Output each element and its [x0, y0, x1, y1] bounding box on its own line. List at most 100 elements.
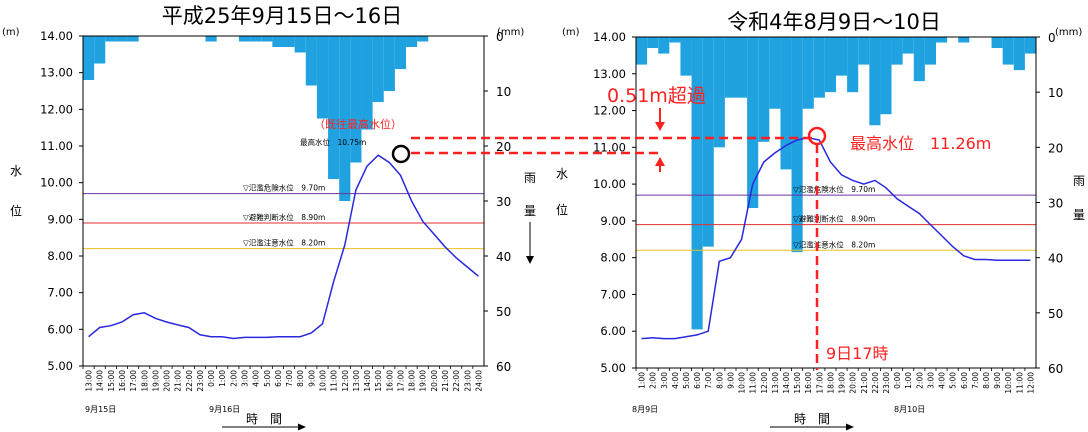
chart-right-time-arrowhead [846, 423, 854, 431]
chart-right-xtick-label: 9:00 [726, 372, 735, 389]
chart-right-rain-bar [691, 37, 703, 330]
chart-left-rain-label-2: 量 [524, 204, 536, 218]
chart-right-xtick-label: 16:00 [804, 372, 813, 394]
chart-right-x-axis-label: 時 間 [794, 412, 830, 426]
chart-left-peak-circle [391, 144, 411, 164]
chart-right-rain-bar [824, 37, 836, 93]
chart-right-rain-bar [913, 37, 925, 82]
chart-left-y2tick-label: 30 [496, 195, 511, 209]
comparison-annotations: 0.51m超過 最高水位 11.26m 9日17時 [411, 85, 991, 370]
chart-right-xtick-label: 14:00 [782, 372, 791, 394]
chart-left-xtick-label: 15:00 [107, 370, 116, 392]
chart-left-rain-bar [305, 36, 317, 86]
chart-right-rain-label-1: 雨 [1073, 174, 1085, 188]
chart-right-y2tick-label: 40 [1048, 252, 1063, 266]
chart-left-xtick-label: 4:00 [252, 370, 261, 387]
chart-left-ytick-label: 7.00 [47, 286, 73, 300]
chart-left-xtick-label: 10:00 [318, 370, 327, 392]
chart-right-rain-bar [958, 37, 970, 43]
chart-left-rain-bar [294, 36, 306, 53]
chart-left-xtick-label: 0:00 [207, 370, 216, 387]
chart-left-ref-label: ▽氾濫危険水位 9.70m [243, 183, 325, 193]
chart-left-water-label-1: 水 [10, 164, 22, 178]
chart-right-rain-bar [891, 37, 903, 65]
chart-right-xtick-label: 22:00 [871, 372, 880, 394]
chart-right-xtick-label: 3:00 [660, 372, 669, 389]
chart-left-xtick-label: 15:00 [374, 370, 383, 392]
chart-right-rain-bar [747, 37, 759, 209]
chart-left-xtick-label: 21:00 [174, 370, 183, 392]
chart-right-rain-bar [669, 37, 681, 43]
chart-left-ytick-label: 5.00 [47, 359, 73, 373]
chart-left-ytick-label: 10.00 [40, 176, 73, 190]
chart-right-rain-bar [680, 37, 692, 76]
chart-right-axes: 5.00 6.00 7.00 8.00 9.00 10.00 11.00 12.00 13.00… [593, 30, 1063, 394]
chart-right-xtick-label: 9:00 [993, 372, 1002, 389]
chart-right-xtick-label: 1:00 [904, 372, 913, 389]
chart-right-water-level-line [641, 137, 1031, 340]
chart-left-rain-bar [361, 36, 373, 130]
chart-left-xtick-label: 23:00 [463, 370, 472, 392]
chart-left-rain-bar [272, 36, 284, 47]
chart-right-rain-unit: (mm) [1055, 27, 1082, 38]
chart-right-ytick-label: 9.00 [600, 214, 626, 228]
chart-left-rain-bar [238, 36, 251, 42]
chart-left-plot-frame [82, 35, 485, 367]
chart-left-xtick-label: 18:00 [408, 370, 417, 392]
chart-right-water-label-1: 水 [556, 167, 568, 181]
chart-right-y2tick-label: 0 [1048, 31, 1056, 45]
chart-left-y2tick-label: 10 [496, 85, 511, 99]
chart-left-ref-label: ▽避難判断水位 8.90m [243, 212, 325, 222]
chart-right-y2tick-label: 10 [1048, 86, 1063, 100]
chart-right-peak-circle [807, 126, 827, 146]
chart-left-y2tick-label: 50 [496, 305, 511, 319]
chart-left-y2tick-label: 20 [496, 140, 511, 154]
chart-right-rain-bar [658, 37, 670, 54]
chart-right-ytick-label: 10.00 [593, 177, 626, 191]
chart-right-y2tick-label: 60 [1048, 362, 1063, 376]
chart-right-xtick-label: 11:00 [749, 372, 758, 394]
chart-right-xtick-label: 10:00 [738, 372, 747, 394]
chart-right-rain-bar [924, 37, 936, 65]
chart-right-ytick-label: 13.00 [593, 67, 626, 81]
exceed-annotation: 0.51m超過 [607, 85, 706, 107]
chart-left-xtick-label: 22:00 [185, 370, 194, 392]
chart-left-time-arrowhead [298, 423, 306, 431]
peak-time-annotation: 9日17時 [826, 344, 889, 363]
chart-left-xtick-label: 23:00 [196, 370, 205, 392]
chart-right-rain-bar [1013, 37, 1025, 71]
chart-right-rain-bar [869, 37, 881, 126]
chart-right-rain-bar [1024, 37, 1036, 54]
chart-right-rain-bar [791, 37, 803, 253]
chart-right-xtick-label: 15:00 [793, 372, 802, 394]
chart-left-water-level-line [88, 154, 479, 340]
chart-right-ytick-label: 11.00 [593, 140, 626, 154]
chart-left-rain-bar [283, 36, 295, 47]
chart-left-ytick-label: 6.00 [47, 322, 73, 336]
chart-right-xtick-label: 17:00 [815, 372, 824, 394]
chart-left-xtick-label: 18:00 [140, 370, 149, 392]
chart-left-ytick-label: 9.00 [47, 212, 73, 226]
chart-left-xtick-label: 20:00 [163, 370, 172, 392]
chart-left-y2tick-label: 0 [496, 30, 504, 44]
chart-right-rain-bar [936, 37, 948, 43]
chart-right-xtick-label: 23:00 [882, 372, 891, 394]
chart-right-ref-label: ▽避難判断水位 8.90m [793, 214, 875, 224]
chart-right-xtick-label: 19:00 [838, 372, 847, 394]
chart-left-x-axis-label: 時 間 [246, 412, 282, 426]
chart-left-ytick-label: 11.00 [40, 139, 73, 153]
chart-right-xtick-label: 18:00 [826, 372, 835, 394]
chart-right-xtick-label: 7:00 [971, 372, 980, 389]
chart-right-rain-bar [880, 37, 892, 115]
chart-right-ytick-label: 12.00 [593, 104, 626, 118]
chart-left-xtick-label: 2:00 [229, 370, 238, 387]
chart-right-water-unit: (m) [562, 27, 580, 38]
chart-right-rain-label-2: 量 [1073, 208, 1085, 222]
chart-left-axes: 5.00 6.00 7.00 8.00 9.00 10.00 11.00 12.00 13.00… [40, 29, 511, 392]
chart-left-xtick-label: 22:00 [452, 370, 461, 392]
chart-right-rain-bar [813, 37, 825, 98]
chart-right-reference-lines: ▽氾濫危険水位 9.70m ▽避難判断水位 8.90m ▽氾濫注意水位 8.20m [636, 184, 1036, 251]
chart-left-reference-lines: ▽氾濫危険水位 9.70m ▽避難判断水位 8.90m ▽氾濫注意水位 8.20m [83, 183, 484, 250]
chart-left-rain-bar [83, 36, 95, 80]
